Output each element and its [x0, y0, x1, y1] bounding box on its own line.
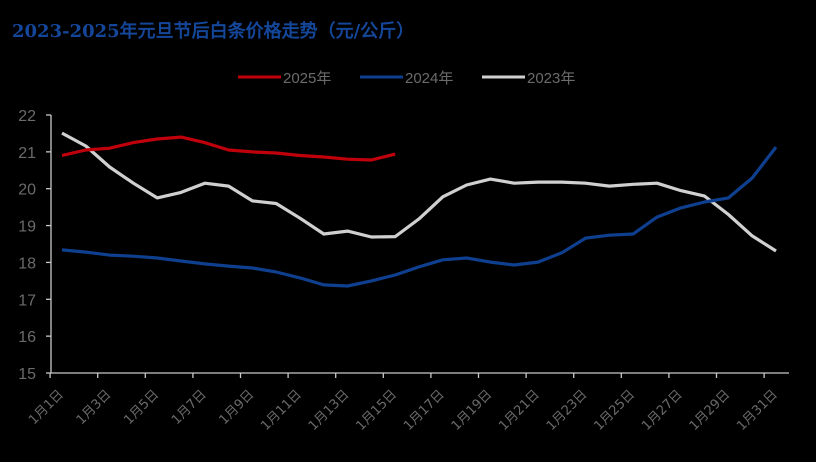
y-tick-label: 21	[18, 145, 36, 162]
legend: 2025年 2024年 2023年	[238, 70, 575, 87]
x-tick-label: 1月13日	[306, 387, 353, 434]
y-tick-label: 20	[18, 182, 36, 199]
x-tick-label: 1月7日	[169, 387, 210, 428]
y-tick-label: 22	[18, 108, 36, 125]
x-tick-label: 1月1日	[26, 387, 67, 428]
legend-label: 2025年	[283, 70, 331, 87]
x-tick-label: 1月25日	[591, 387, 638, 434]
x-tick-label: 1月5日	[121, 387, 162, 428]
x-tick-label: 1月17日	[401, 387, 448, 434]
legend-label: 2023年	[527, 70, 575, 87]
x-tick-label: 1月19日	[449, 387, 496, 434]
legend-label: 2024年	[405, 70, 453, 87]
series-lines	[61, 131, 778, 288]
series-line-2023年	[61, 131, 777, 253]
x-tick-label: 1月23日	[544, 387, 591, 434]
y-tick-label: 16	[18, 329, 36, 346]
series-line-2024年	[61, 146, 778, 288]
y-tick-label: 19	[18, 219, 36, 236]
x-tick-label: 1月21日	[496, 387, 543, 434]
x-tick-label: 1月11日	[258, 387, 305, 434]
y-axis: 15 16 17 18 19 20 21 22	[18, 108, 52, 383]
y-tick-label: 15	[18, 366, 36, 383]
y-tick-label: 18	[18, 255, 36, 272]
x-tick-label: 1月29日	[687, 387, 734, 434]
y-tick-label: 17	[18, 292, 36, 309]
chart-title: 2023-2025年元旦节后白条价格走势（元/公斤）	[12, 21, 415, 42]
x-tick-label: 1月9日	[217, 387, 258, 428]
x-tick-label: 1月27日	[639, 387, 686, 434]
series-line-2025年	[61, 135, 396, 162]
x-tick-label: 1月15日	[353, 387, 400, 434]
x-axis: 1月1日 1月3日 1月5日 1月7日 1月9日 1月11日 1月13日 1月15日 1月17日…	[26, 372, 789, 434]
x-tick-label: 1月31日	[734, 387, 781, 434]
x-tick-label: 1月3日	[74, 387, 115, 428]
